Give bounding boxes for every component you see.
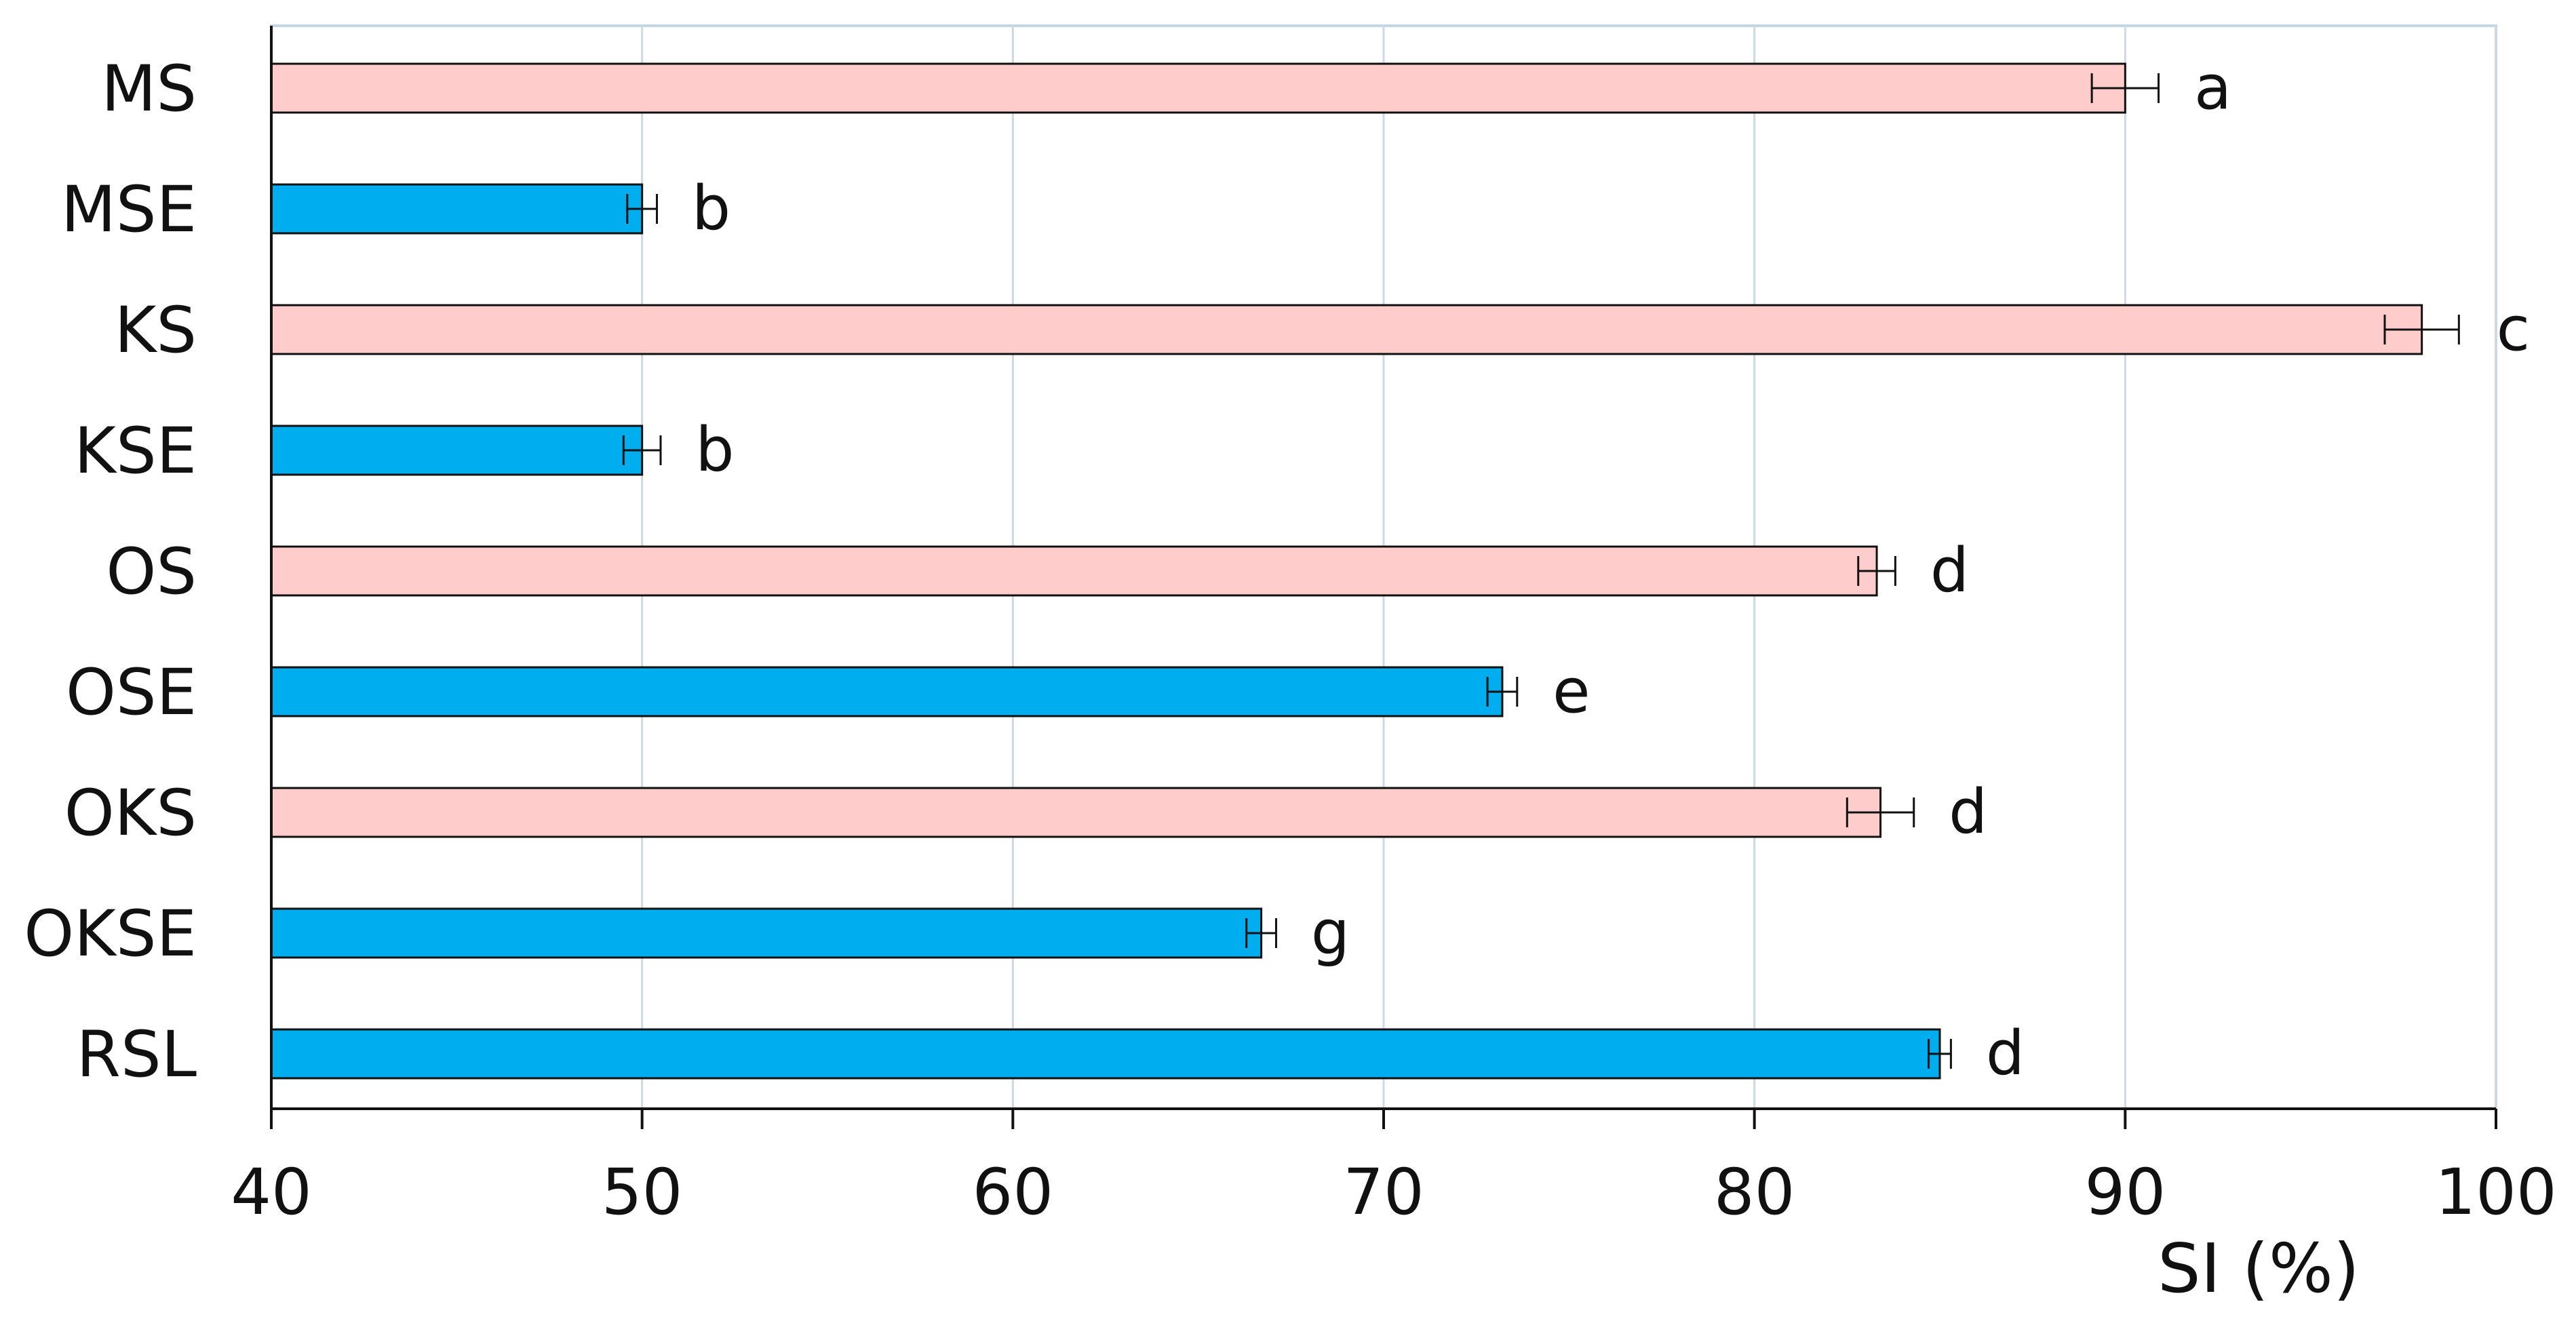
x-tick-labels: 40 50 60 70 80 90 100 <box>231 1156 2557 1229</box>
category-label-ose: OSE <box>66 656 197 730</box>
bar-oks <box>270 787 1882 838</box>
error-bar-os <box>1857 556 1896 586</box>
significance-label-rsl: d <box>1986 1018 2025 1089</box>
category-label-ks: KS <box>115 294 197 368</box>
category-label-mse: MSE <box>61 173 197 247</box>
bar-ose <box>270 666 1504 717</box>
error-bars <box>622 73 2460 1069</box>
x-tick-label-100: 100 <box>2435 1156 2556 1229</box>
significance-labels: a b c b d e d g d <box>692 52 2530 1089</box>
x-tick-label-60: 60 <box>973 1156 1054 1229</box>
error-bar-mse <box>626 194 659 224</box>
bar-kse <box>270 425 644 476</box>
category-label-kse: KSE <box>74 414 197 488</box>
category-label-rsl: RSL <box>77 1018 197 1092</box>
bar-rsl <box>270 1028 1941 1080</box>
category-label-ms: MS <box>101 52 197 126</box>
significance-label-ms: a <box>2194 52 2231 123</box>
error-bar-ks <box>2383 315 2460 344</box>
x-axis <box>270 26 2497 1129</box>
bars <box>270 62 2423 1080</box>
x-tick-label-70: 70 <box>1343 1156 1424 1229</box>
significance-label-oks: d <box>1949 776 1987 848</box>
error-bar-rsl <box>1928 1039 1952 1069</box>
category-labels: MS MSE KS KSE OS OSE OKS OKSE RSL <box>24 52 197 1092</box>
error-bar-okse <box>1245 918 1277 948</box>
x-tick-label-80: 80 <box>1714 1156 1795 1229</box>
error-bar-ms <box>2090 73 2160 103</box>
significance-label-ose: e <box>1553 656 1590 727</box>
bar-ks <box>270 304 2423 355</box>
error-bar-oks <box>1846 797 1915 827</box>
significance-label-os: d <box>1930 535 1969 606</box>
x-tick-label-40: 40 <box>231 1156 312 1229</box>
significance-label-kse: b <box>695 414 734 486</box>
significance-label-mse: b <box>692 173 730 244</box>
significance-label-ks: c <box>2497 294 2530 365</box>
x-tick-label-90: 90 <box>2085 1156 2166 1229</box>
error-bar-kse <box>622 435 662 465</box>
error-bar-ose <box>1486 677 1519 707</box>
x-axis-title: SI (%) <box>2158 1229 2360 1308</box>
bar-okse <box>270 907 1263 959</box>
bar-ms <box>270 62 2126 114</box>
bar-os <box>270 545 1878 597</box>
category-label-os: OS <box>106 535 197 609</box>
x-tick-label-50: 50 <box>602 1156 683 1229</box>
category-label-okse: OKSE <box>24 897 197 971</box>
category-label-oks: OKS <box>64 776 197 850</box>
significance-label-okse: g <box>1311 897 1350 968</box>
bar-mse <box>270 183 644 235</box>
